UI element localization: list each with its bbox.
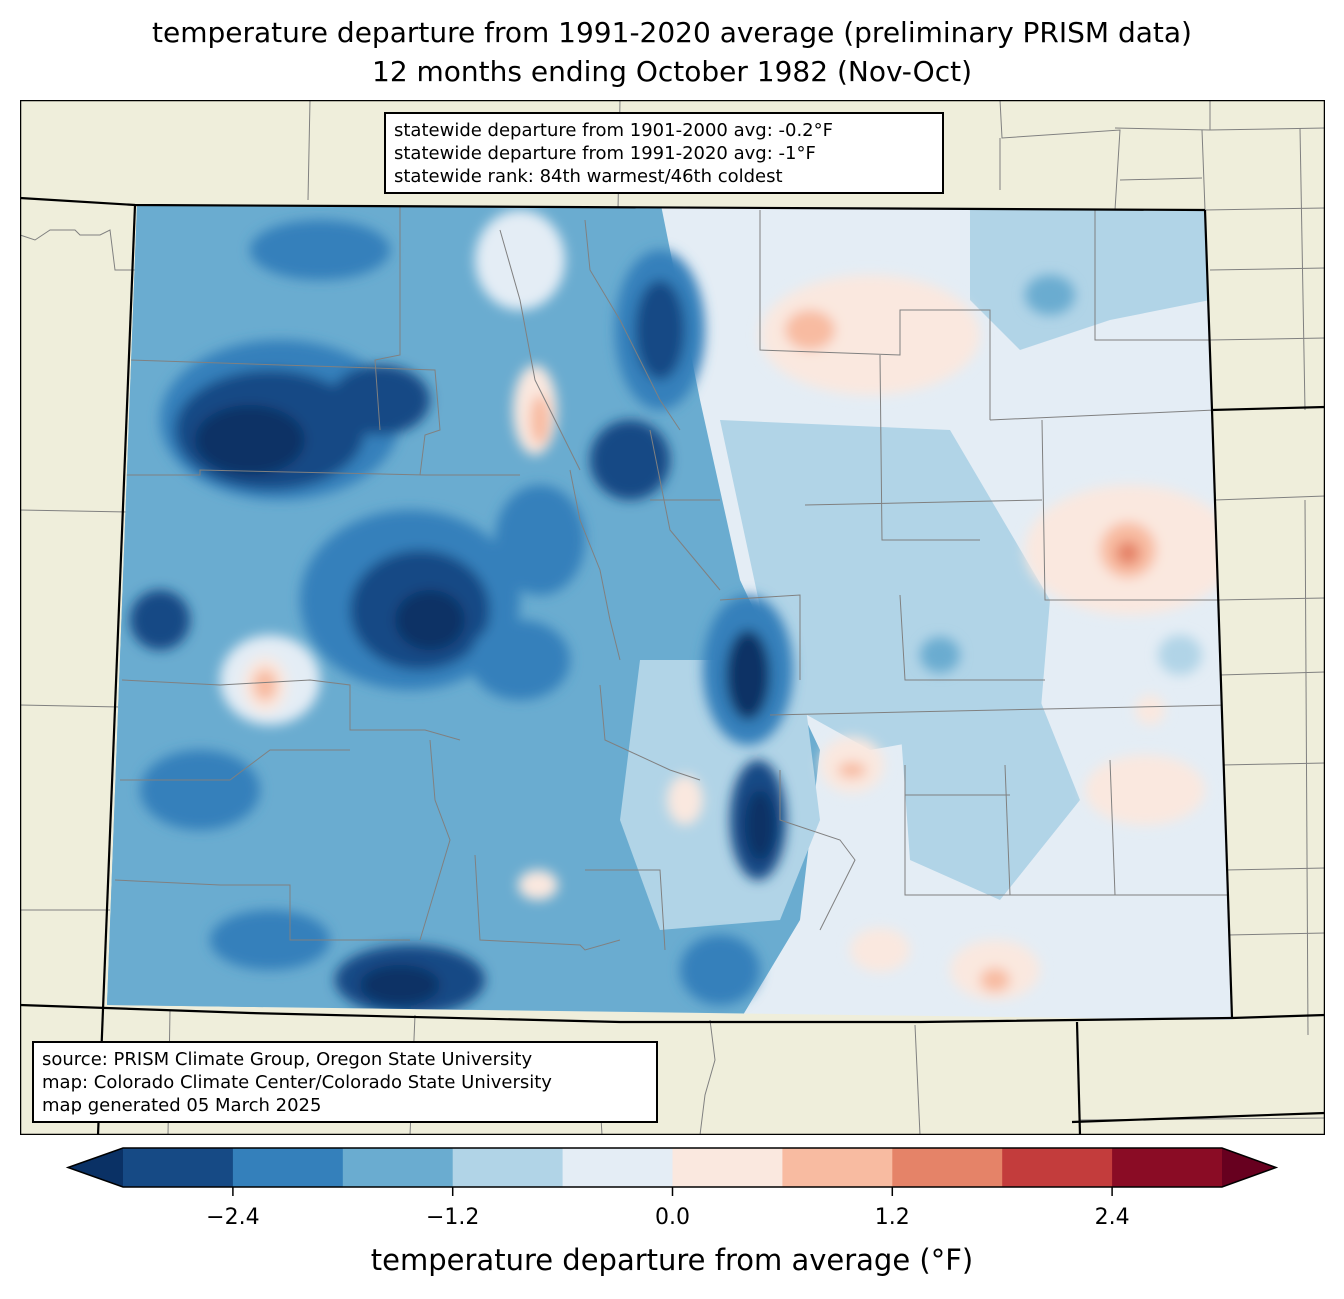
credit-source: source: PRISM Climate Group, Oregon Stat… [42,1049,533,1070]
statewide-stats-box: statewide departure from 1901-2000 avg: … [384,112,944,194]
colorbar-bin [562,1148,673,1187]
colorbar-tick-label: 2.4 [1094,1205,1130,1230]
colorbar-tick-label: 0.0 [655,1205,690,1230]
credits-box: source: PRISM Climate Group, Oregon Stat… [32,1041,658,1123]
colorbar-bin [452,1148,564,1187]
map-subtitle: 12 months ending October 1982 (Nov-Oct) [372,55,972,88]
colorbar-bin [123,1148,234,1187]
colorbar-tick-label: 1.2 [874,1205,910,1230]
colorbar-bin [1002,1148,1113,1187]
colorbar [65,1147,1279,1196]
colorbar-bin [1112,1148,1223,1187]
colorbar-bin [672,1148,783,1187]
colorbar-tick-label: −2.4 [206,1205,260,1230]
colorado-map [20,100,1325,1135]
colorbar-under-arrow [68,1148,123,1187]
credit-map: map: Colorado Climate Center/Colorado St… [42,1072,552,1093]
colorbar-bin [342,1148,454,1187]
stat-rank: statewide rank: 84th warmest/46th coldes… [394,166,783,187]
stat-departure-1991-2020: statewide departure from 1991-2020 avg: … [394,143,816,164]
stat-departure-1901-2000: statewide departure from 1901-2000 avg: … [394,120,833,141]
colorbar-label: temperature departure from average (°F) [370,1243,974,1277]
colorbar-bin [782,1148,893,1187]
state-borders [20,196,1325,1135]
neighbor-county-lines [20,100,1325,1135]
credit-generated: map generated 05 March 2025 [42,1095,322,1116]
colorbar-bin [892,1148,1003,1187]
colorbar-over-arrow [1222,1148,1276,1187]
colorbar-tick-label: −1.2 [425,1205,480,1230]
colorbar-bin [232,1148,344,1187]
colorado-county-lines [114,205,1231,951]
map-title: temperature departure from 1991-2020 ave… [152,16,1192,49]
colorbar-outline [65,1147,1279,1188]
temperature-field [107,205,1232,1020]
